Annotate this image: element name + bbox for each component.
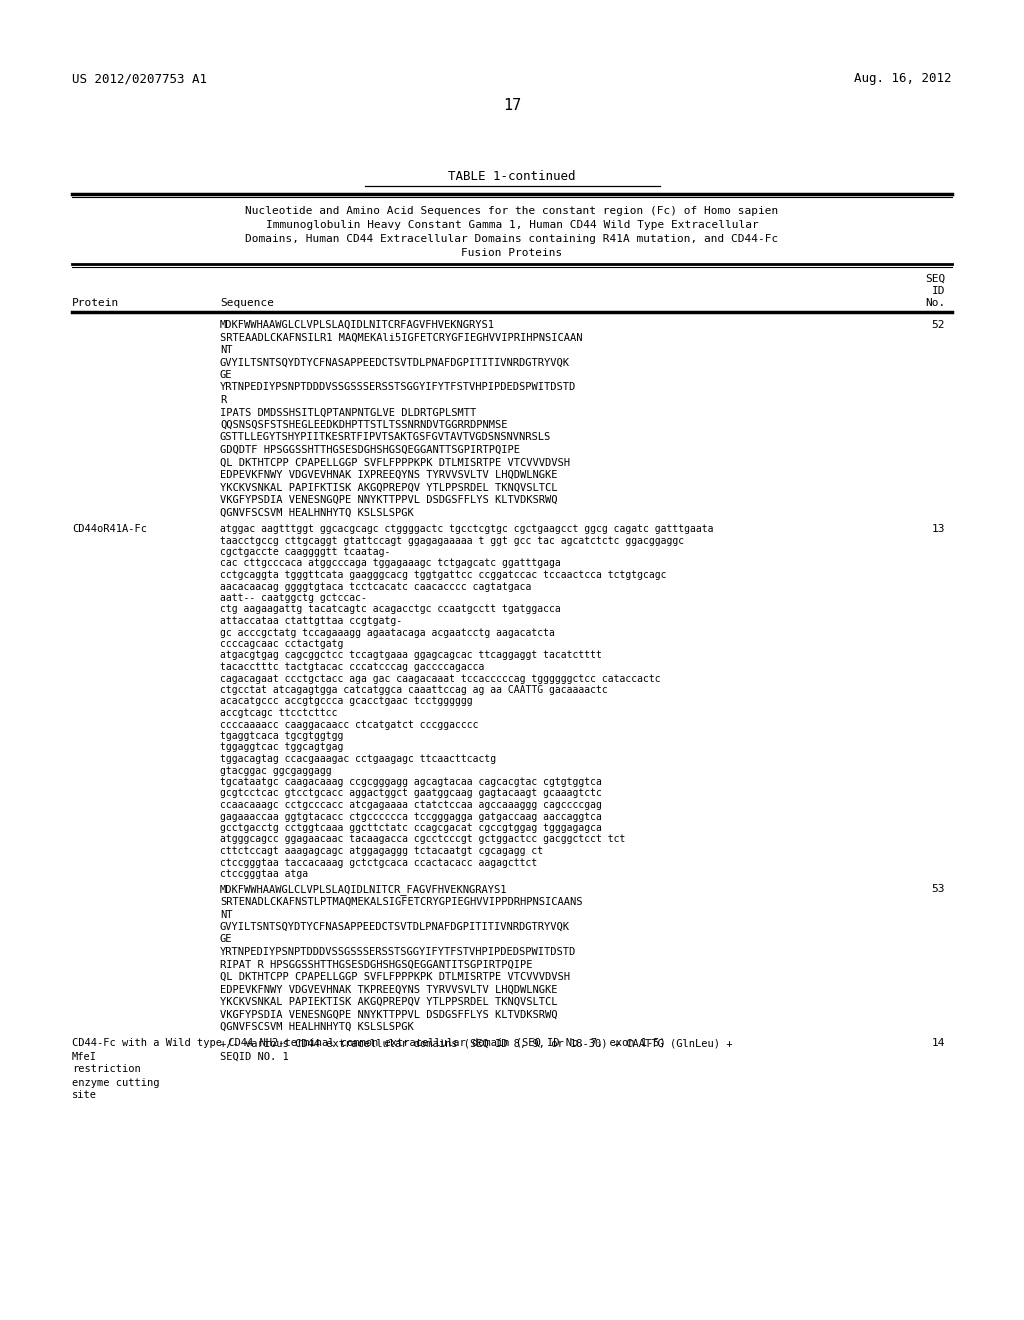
Text: atgacgtgag cagcggctcc tccagtgaaa ggagcagcac ttcaggaggt tacatctttt: atgacgtgag cagcggctcc tccagtgaaa ggagcag… — [220, 651, 602, 660]
Text: gagaaaccaa ggtgtacacc ctgcccccca tccgggagga gatgaccaag aaccaggtca: gagaaaccaa ggtgtacacc ctgcccccca tccggga… — [220, 812, 602, 821]
Text: R: R — [220, 395, 226, 405]
Text: Aug. 16, 2012: Aug. 16, 2012 — [854, 73, 952, 84]
Text: ccccaaaacc caaggacaacc ctcatgatct cccggacccc: ccccaaaacc caaggacaacc ctcatgatct cccgga… — [220, 719, 478, 730]
Text: ID: ID — [932, 286, 945, 296]
Text: GVYILTSNTSQYDTYCFNASAPPEEDCTSVTDLPNAFDGPITITIVNRDGTRYVQK: GVYILTSNTSQYDTYCFNASAPPEEDCTSVTDLPNAFDGP… — [220, 358, 570, 367]
Text: QL DKTHTCPP CPAPELLGGP SVFLFPPPKPK DTLMISRTPE VTCVVVDVSH: QL DKTHTCPP CPAPELLGGP SVFLFPPPKPK DTLMI… — [220, 972, 570, 982]
Text: GSTTLLEGYTSHYPIITKESRTFIPVTSAKTGSFGVTAVTVGDSNSNVNRSLS: GSTTLLEGYTSHYPIITKESRTFIPVTSAKTGSFGVTAVT… — [220, 433, 551, 442]
Text: YRTNPEDIYPSNPTDDDVSSGSSSERSSTSGGYIFYTFSTVHPIPDEDSPWITDSTD: YRTNPEDIYPSNPTDDDVSSGSSSERSSTSGGYIFYTFST… — [220, 383, 577, 392]
Text: EDPEVKFNWY VDGVEVHNAK TKPREEQYNS TYRVVSVLTV LHQDWLNGKE: EDPEVKFNWY VDGVEVHNAK TKPREEQYNS TYRVVSV… — [220, 985, 557, 994]
Text: CD44oR41A-Fc: CD44oR41A-Fc — [72, 524, 147, 535]
Text: QL DKTHTCPP CPAPELLGGP SVFLFPPPKPK DTLMISRTPE VTCVVVDVSH: QL DKTHTCPP CPAPELLGGP SVFLFPPPKPK DTLMI… — [220, 458, 570, 467]
Text: atggac aagtttggt ggcacgcagc ctggggactc tgcctcgtgc cgctgaagcct ggcg cagatc gatttg: atggac aagtttggt ggcacgcagc ctggggactc t… — [220, 524, 714, 535]
Text: site: site — [72, 1090, 97, 1101]
Text: gtacggac ggcgaggagg: gtacggac ggcgaggagg — [220, 766, 332, 776]
Text: 53: 53 — [932, 884, 945, 895]
Text: cac cttgcccaca atggcccaga tggagaaagc tctgagcatc ggatttgaga: cac cttgcccaca atggcccaga tggagaaagc tct… — [220, 558, 561, 569]
Text: US 2012/0207753 A1: US 2012/0207753 A1 — [72, 73, 207, 84]
Text: accgtcagc ttcctcttcc: accgtcagc ttcctcttcc — [220, 708, 338, 718]
Text: GE: GE — [220, 370, 232, 380]
Text: 17: 17 — [503, 98, 521, 114]
Text: SEQID NO. 1: SEQID NO. 1 — [220, 1052, 289, 1061]
Text: restriction: restriction — [72, 1064, 140, 1074]
Text: Protein: Protein — [72, 298, 119, 308]
Text: atgggcagcc ggagaacaac tacaagacca cgcctcccgt gctggactcc gacggctcct tct: atgggcagcc ggagaacaac tacaagacca cgcctcc… — [220, 834, 626, 845]
Text: cttctccagt aaagagcagc atggagaggg tctacaatgt cgcagagg ct: cttctccagt aaagagcagc atggagaggg tctacaa… — [220, 846, 543, 855]
Text: Domains, Human CD44 Extracellular Domains containing R41A mutation, and CD44-Fc: Domains, Human CD44 Extracellular Domain… — [246, 234, 778, 244]
Text: tacacctttc tactgtacac cccatcccag gaccccagacca: tacacctttc tactgtacac cccatcccag gacccca… — [220, 663, 484, 672]
Text: tggacagtag ccacgaaagac cctgaagagc ttcaacttcactg: tggacagtag ccacgaaagac cctgaagagc ttcaac… — [220, 754, 496, 764]
Text: Fusion Proteins: Fusion Proteins — [462, 248, 562, 257]
Text: NT: NT — [220, 909, 232, 920]
Text: EDPEVKFNWY VDGVEVHNAK IXPREEQYNS TYRVVSVLTV LHQDWLNGKE: EDPEVKFNWY VDGVEVHNAK IXPREEQYNS TYRVVSV… — [220, 470, 557, 480]
Text: VKGFYPSDIA VENESNGQPE NNYKTTPPVL DSDGSFFLYS KLTVDKSRWQ: VKGFYPSDIA VENESNGQPE NNYKTTPPVL DSDGSFF… — [220, 1010, 557, 1019]
Text: tgcataatgc caagacaaag ccgcgggagg agcagtacaa cagcacgtac cgtgtggtca: tgcataatgc caagacaaag ccgcgggagg agcagta… — [220, 777, 602, 787]
Text: aatt-- caatggctg gctccac-: aatt-- caatggctg gctccac- — [220, 593, 367, 603]
Text: GE: GE — [220, 935, 232, 945]
Text: QGNVFSCSVM HEALHNHYTQ KSLSLSPGK: QGNVFSCSVM HEALHNHYTQ KSLSLSPGK — [220, 507, 414, 517]
Text: ctg aagaagattg tacatcagtc acagacctgc ccaatgcctt tgatggacca: ctg aagaagattg tacatcagtc acagacctgc cca… — [220, 605, 561, 615]
Text: Nucleotide and Amino Acid Sequences for the constant region (Fc) of Homo sapien: Nucleotide and Amino Acid Sequences for … — [246, 206, 778, 216]
Text: MDKFWWHAAWGLCLVPLSLAQIDLNITCRFAGVFHVEKNGRYS1: MDKFWWHAAWGLCLVPLSLAQIDLNITCRFAGVFHVEKNG… — [220, 319, 495, 330]
Text: gcctgacctg cctggtcaaa ggcttctatc ccagcgacat cgccgtggag tgggagagca: gcctgacctg cctggtcaaa ggcttctatc ccagcga… — [220, 822, 602, 833]
Text: cagacagaat ccctgctacc aga gac caagacaaat tccacccccag tggggggctcc cataccactc: cagacagaat ccctgctacc aga gac caagacaaat… — [220, 673, 660, 684]
Text: 13: 13 — [932, 524, 945, 535]
Text: VKGFYPSDIA VENESNGQPE NNYKTTPPVL DSDGSFFLYS KLTVDKSRWQ: VKGFYPSDIA VENESNGQPE NNYKTTPPVL DSDGSFF… — [220, 495, 557, 506]
Text: NT: NT — [220, 345, 232, 355]
Text: cctgcaggta tgggttcata gaagggcacg tggtgattcc ccggatccac tccaactcca tctgtgcagc: cctgcaggta tgggttcata gaagggcacg tggtgat… — [220, 570, 667, 579]
Text: CD44-Fc with a Wild type CD44 NH2-terminal common extracellular domain (SEQ ID N: CD44-Fc with a Wild type CD44 NH2-termin… — [72, 1039, 666, 1048]
Text: ctccgggtaa atga: ctccgggtaa atga — [220, 869, 308, 879]
Text: gcgtcctcac gtcctgcacc aggactggct gaatggcaag gagtacaagt gcaaagtctc: gcgtcctcac gtcctgcacc aggactggct gaatggc… — [220, 788, 602, 799]
Text: MfeI: MfeI — [72, 1052, 97, 1061]
Text: No.: No. — [925, 298, 945, 308]
Text: aacacaacag ggggtgtaca tcctcacatc caacacccc cagtatgaca: aacacaacag ggggtgtaca tcctcacatc caacacc… — [220, 582, 531, 591]
Text: SRTEAADLCKAFNSILR1 MAQMEKAli5IGFETCRYGFIEGHVVIPRIHPNSICAAN: SRTEAADLCKAFNSILR1 MAQMEKAli5IGFETCRYGFI… — [220, 333, 583, 342]
Text: SEQ: SEQ — [925, 275, 945, 284]
Text: enzyme cutting: enzyme cutting — [72, 1077, 160, 1088]
Text: 52: 52 — [932, 319, 945, 330]
Text: ctccgggtaa taccacaaag gctctgcaca ccactacacc aagagcttct: ctccgggtaa taccacaaag gctctgcaca ccactac… — [220, 858, 538, 867]
Text: +/- various CD44 extracellular domains (SEQ ID 8, 9, or 18-30) + CAATTG (GlnLeu): +/- various CD44 extracellular domains (… — [220, 1039, 732, 1048]
Text: ctgcctat atcagagtgga catcatggca caaattccag ag aa CAATTG gacaaaactc: ctgcctat atcagagtgga catcatggca caaattcc… — [220, 685, 608, 696]
Text: IPATS DMDSSHSITLQPTANPNTGLVE DLDRTGPLSMTT: IPATS DMDSSHSITLQPTANPNTGLVE DLDRTGPLSMT… — [220, 408, 476, 417]
Text: QGNVFSCSVM HEALHNHYTQ KSLSLSPGK: QGNVFSCSVM HEALHNHYTQ KSLSLSPGK — [220, 1022, 414, 1032]
Text: YKCKVSNKAL PAPIEKTISK AKGQPREPQV YTLPPSRDEL TKNQVSLTCL: YKCKVSNKAL PAPIEKTISK AKGQPREPQV YTLPPSR… — [220, 997, 557, 1007]
Text: YRTNPEDIYPSNPTDDDVSSGSSSERSSTSGGYIFYTFSTVHPIPDEDSPWITDSTD: YRTNPEDIYPSNPTDDDVSSGSSSERSSTSGGYIFYTFST… — [220, 946, 577, 957]
Text: GVYILTSNTSQYDTYCFNASAPPEEDCTSVTDLPNAFDGPITITIVNRDGTRYVQK: GVYILTSNTSQYDTYCFNASAPPEEDCTSVTDLPNAFDGP… — [220, 921, 570, 932]
Text: MDKFWWHAAWGLCLVPLSLAQIDLNITCR_FAGVFHVEKNGRAYS1: MDKFWWHAAWGLCLVPLSLAQIDLNITCR_FAGVFHVEKN… — [220, 884, 508, 895]
Text: 14: 14 — [932, 1039, 945, 1048]
Text: YKCKVSNKAL PAPIFKTISK AKGQPREPQV YTLPPSRDEL TKNQVSLTCL: YKCKVSNKAL PAPIFKTISK AKGQPREPQV YTLPPSR… — [220, 483, 557, 492]
Text: attaccataa ctattgttaa ccgtgatg-: attaccataa ctattgttaa ccgtgatg- — [220, 616, 402, 626]
Text: RIPAT R HPSGGSSHTTHGSESDGHSHGSQEGGANTITSGPIRTPQIPE: RIPAT R HPSGGSSHTTHGSESDGHSHGSQEGGANTITS… — [220, 960, 532, 969]
Text: taacctgccg cttgcaggt gtattccagt ggagagaaaaa t ggt gcc tac agcatctctc ggacggaggc: taacctgccg cttgcaggt gtattccagt ggagagaa… — [220, 536, 684, 545]
Text: SRTENADLCKAFNSTLPTMAQMEKALSIGFETCRYGPIEGHVVIPPDRHPNSICAANS: SRTENADLCKAFNSTLPTMAQMEKALSIGFETCRYGPIEG… — [220, 898, 583, 907]
Text: ccaacaaagc cctgcccacc atcgagaaaa ctatctccaa agccaaaggg cagccccgag: ccaacaaagc cctgcccacc atcgagaaaa ctatctc… — [220, 800, 602, 810]
Text: QQSNSQSFSTSHEGLEEDKDHPTTSTLTSSNRNDVTGGRRDPNMSE: QQSNSQSFSTSHEGLEEDKDHPTTSTLTSSNRNDVTGGRR… — [220, 420, 508, 430]
Text: tgaggtcaca tgcgtggtgg: tgaggtcaca tgcgtggtgg — [220, 731, 343, 741]
Text: TABLE 1-continued: TABLE 1-continued — [449, 170, 575, 183]
Text: cgctgaccte caaggggtt tcaatag-: cgctgaccte caaggggtt tcaatag- — [220, 546, 390, 557]
Text: GDQDTF HPSGGSSHTTHGSESDGHSHGSQEGGANTTSGPIRTPQIPE: GDQDTF HPSGGSSHTTHGSESDGHSHGSQEGGANTTSGP… — [220, 445, 520, 455]
Text: acacatgccc accgtgccca gcacctgaac tcctgggggg: acacatgccc accgtgccca gcacctgaac tcctggg… — [220, 697, 473, 706]
Text: Sequence: Sequence — [220, 298, 274, 308]
Text: ccccagcaac cctactgatg: ccccagcaac cctactgatg — [220, 639, 343, 649]
Text: Immunoglobulin Heavy Constant Gamma 1, Human CD44 Wild Type Extracellular: Immunoglobulin Heavy Constant Gamma 1, H… — [265, 220, 759, 230]
Text: gc acccgctatg tccagaaagg agaatacaga acgaatcctg aagacatcta: gc acccgctatg tccagaaagg agaatacaga acga… — [220, 627, 555, 638]
Text: tggaggtcac tggcagtgag: tggaggtcac tggcagtgag — [220, 742, 343, 752]
